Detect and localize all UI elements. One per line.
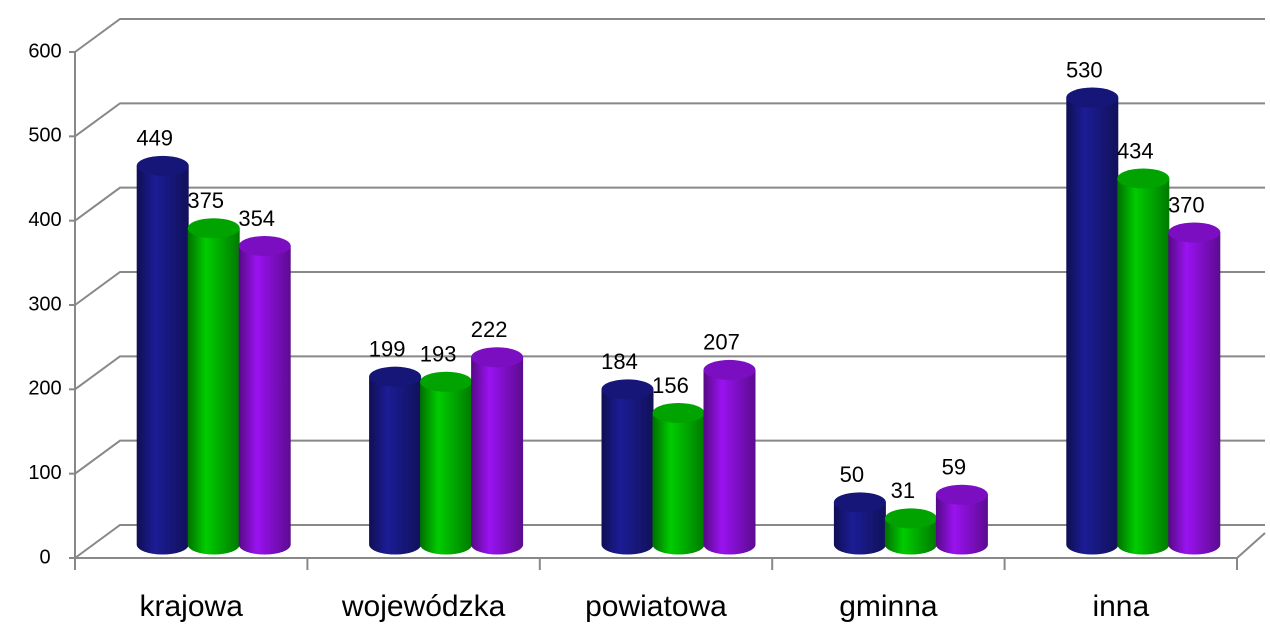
bar-top [833,492,886,513]
bar-top [652,402,705,423]
value-label: 184 [601,349,638,374]
grid-line [74,355,1265,391]
bar [420,381,473,555]
floor-edge [1236,532,1266,559]
bar [1117,178,1170,555]
y-tick-label: 400 [28,209,61,231]
grid-line [74,186,1265,222]
value-label: 59 [942,455,966,480]
y-tick-label: 100 [28,462,61,484]
bar [652,412,705,555]
bar [1066,97,1119,555]
bar [703,369,756,555]
value-label: 354 [238,206,275,231]
value-label: 449 [136,126,173,151]
value-label: 199 [369,336,406,361]
bar-top [420,371,473,392]
bar [187,228,240,555]
value-label: 31 [891,478,915,503]
bar [833,502,886,555]
bar-top [935,484,988,505]
grid-line [74,271,1265,306]
bar-top [1168,222,1221,243]
x-tick-label: krajowa [140,590,244,623]
bar [136,165,189,555]
x-tick-label: gminna [839,590,938,623]
y-tick-label: 300 [28,293,61,315]
x-tick-label: powiatowa [585,590,727,623]
bar-top [187,218,240,239]
bar [471,357,524,555]
bar [369,376,422,555]
x-tick-label: inna [1092,590,1149,623]
y-tick-label: 600 [28,40,61,62]
bar [935,494,988,555]
bar-top [136,155,189,176]
bar-top [1066,87,1119,108]
bar [884,518,937,555]
value-label: 375 [187,188,224,213]
bar-top [471,347,524,368]
bar-top [884,508,937,529]
y-tick-label: 200 [28,378,61,400]
value-label: 156 [652,373,689,398]
bar-top [369,366,422,387]
value-label: 222 [471,317,508,342]
value-label: 50 [840,462,864,487]
grid-line [74,18,1265,53]
bar-top [1117,168,1170,189]
grid-line [74,439,1265,475]
value-label: 370 [1168,192,1205,217]
x-tick-label: wojewódzka [341,590,506,623]
value-label: 207 [703,330,740,355]
bar-top [703,359,756,380]
y-tick-label: 0 [39,546,50,568]
bar [1168,232,1221,555]
bar-top [238,235,291,256]
y-tick-label: 500 [28,125,61,147]
bar [238,245,291,555]
value-label: 193 [420,342,457,367]
grid-line [74,102,1265,138]
bar-top [601,379,654,400]
bar [601,389,654,555]
value-label: 434 [1117,138,1154,163]
value-label: 530 [1066,57,1103,82]
